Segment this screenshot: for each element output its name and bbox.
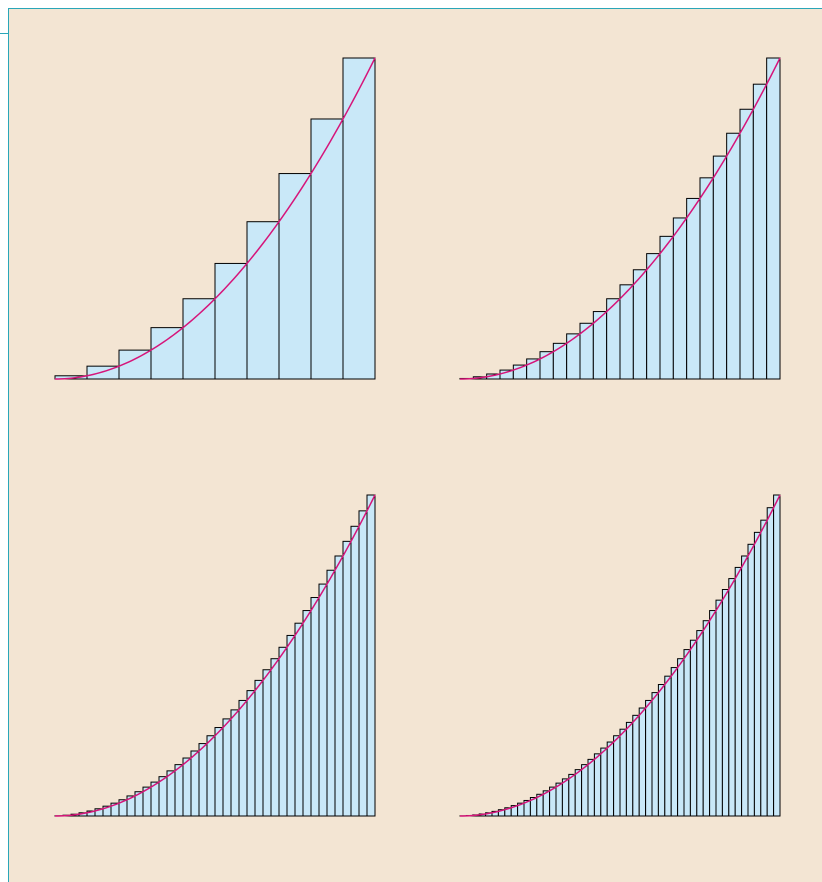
bar (302, 610, 312, 817)
bar (549, 786, 557, 817)
bar (677, 658, 685, 817)
bar (286, 634, 296, 817)
bar (752, 83, 768, 380)
bar (222, 718, 232, 817)
bar (334, 555, 344, 817)
bar (728, 578, 736, 817)
bar (625, 721, 634, 817)
bar (254, 679, 264, 817)
bar (174, 764, 184, 817)
curve (459, 57, 781, 380)
bar (657, 684, 666, 817)
bar (190, 750, 200, 817)
bar (278, 173, 312, 380)
bar (651, 692, 659, 817)
bar (773, 494, 781, 817)
bar (318, 583, 328, 817)
bar (638, 707, 647, 817)
bar (753, 531, 762, 817)
bar (568, 773, 576, 817)
bar (613, 735, 621, 817)
bar (581, 764, 589, 817)
bar (158, 776, 168, 817)
bar (606, 298, 621, 380)
bar (552, 342, 568, 380)
bar (747, 543, 755, 817)
bar (310, 118, 344, 380)
bar (689, 639, 698, 817)
bar (741, 555, 749, 817)
bar (645, 699, 653, 817)
bar (238, 699, 248, 817)
curve (54, 57, 376, 380)
bar (632, 269, 648, 380)
bar (600, 747, 608, 817)
bar (715, 599, 723, 817)
bar (342, 540, 352, 817)
bar (342, 57, 376, 380)
bar (574, 769, 583, 817)
bar (646, 253, 661, 380)
bar (206, 735, 216, 817)
bar (214, 262, 248, 380)
bar (696, 630, 704, 817)
bar (739, 108, 754, 380)
bar (230, 709, 240, 817)
bar (278, 646, 288, 817)
bar (246, 221, 280, 380)
bar (766, 507, 775, 817)
bar (672, 217, 688, 380)
bar (760, 519, 768, 817)
bar (726, 132, 741, 380)
bar (166, 770, 176, 817)
bar (150, 327, 184, 380)
bar (358, 510, 368, 817)
bar (246, 690, 256, 817)
curve (459, 494, 781, 817)
bar (699, 177, 714, 380)
bar (182, 757, 192, 817)
bar (555, 782, 563, 817)
curve (54, 494, 376, 817)
bar (702, 620, 711, 817)
bar (214, 727, 224, 817)
bar (766, 57, 781, 380)
bar (619, 728, 627, 817)
bar (366, 494, 376, 817)
bar (326, 569, 336, 817)
bar (566, 333, 581, 380)
bar (561, 778, 570, 817)
bar (709, 610, 717, 817)
bar (721, 589, 730, 817)
bar (712, 155, 728, 380)
bar (670, 667, 679, 817)
bar (310, 597, 320, 817)
bar (262, 669, 272, 817)
bar (294, 622, 304, 817)
bar (606, 741, 615, 817)
bar (686, 197, 701, 380)
bar (683, 649, 691, 817)
bar (350, 525, 360, 817)
bar (270, 658, 280, 817)
bar (659, 235, 674, 380)
bar (734, 566, 743, 817)
bar (182, 298, 216, 380)
bar (198, 743, 208, 817)
bar (664, 675, 672, 817)
bar (587, 758, 595, 817)
bar (593, 753, 602, 817)
bar (619, 284, 634, 380)
bar (632, 714, 640, 817)
